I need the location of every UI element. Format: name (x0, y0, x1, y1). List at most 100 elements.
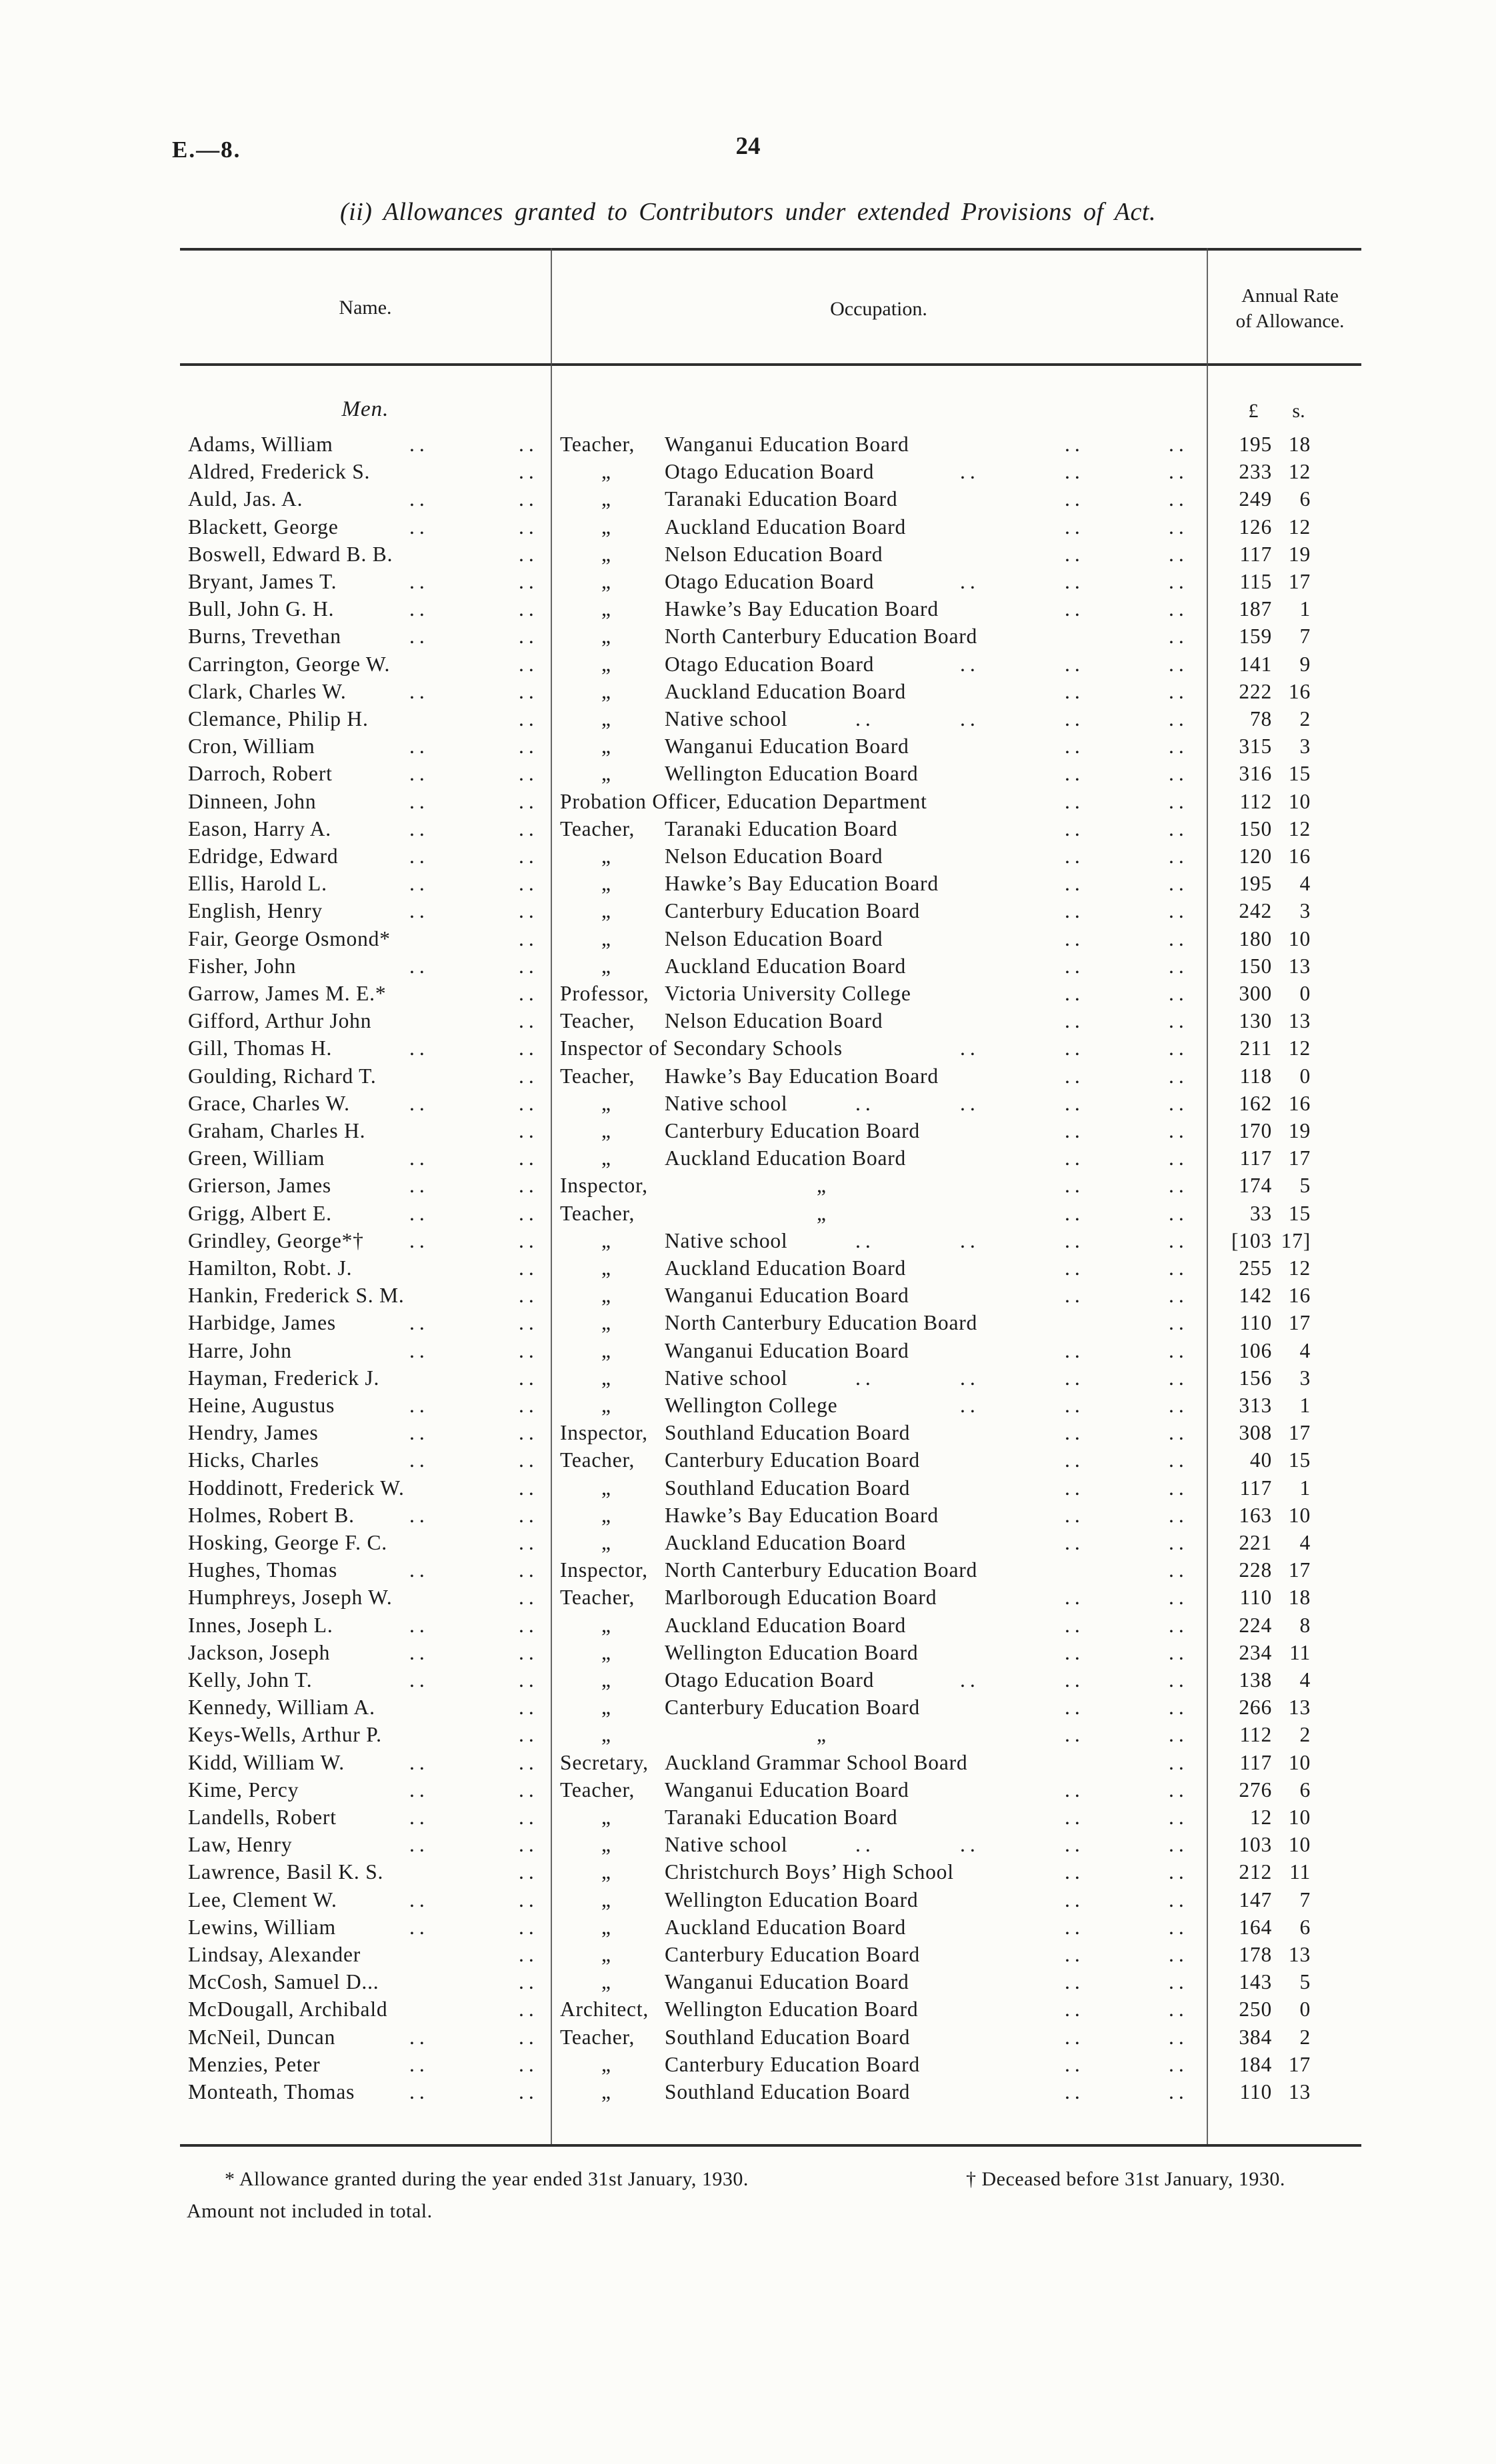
leader-dots: .. (1065, 1640, 1085, 1664)
ditto-mark: „ (601, 1091, 611, 1115)
ditto-mark: „ (601, 597, 611, 621)
leader-dots: .. (519, 597, 539, 621)
leader-dots: .. (1169, 624, 1189, 648)
leader-dots: .. (519, 789, 539, 813)
section-title: (ii) Allowances granted to Contributors … (340, 198, 1156, 226)
amount-shillings: 13 (1288, 2080, 1311, 2103)
leader-dots: .. (519, 1503, 539, 1527)
occupation-organisation: Wellington Education Board (665, 762, 919, 786)
shillings-symbol: s. (1292, 400, 1305, 422)
amount-pounds: 117 (1239, 1146, 1272, 1170)
contributor-name: Law, Henry (188, 1833, 293, 1857)
leader-dots: .. (1065, 1833, 1085, 1857)
ditto-mark: „ (601, 1723, 611, 1747)
leader-dots: .. (409, 1833, 429, 1857)
table-row: Bull, John G. H..... „ Hawke’s Bay Educati… (0, 595, 1496, 623)
leader-dots: .. (1065, 1146, 1085, 1170)
leader-dots: .. (409, 1091, 429, 1115)
table-row: Green, William.... „ Auckland Education Bo… (0, 1144, 1496, 1172)
leader-dots: .. (960, 1833, 980, 1857)
ditto-mark: „ (601, 926, 611, 950)
contributor-name: McNeil, Duncan (188, 2025, 336, 2049)
occupation-organisation: Nelson Education Board (665, 542, 883, 566)
amount-pounds: 234 (1239, 1640, 1272, 1664)
leader-dots: .. (519, 679, 539, 703)
leader-dots: .. (960, 1228, 980, 1252)
contributor-name: Edridge, Edward (188, 844, 339, 868)
ditto-mark: „ (601, 1970, 611, 1994)
leader-dots: .. (1169, 487, 1189, 511)
leader-dots: .. (409, 1613, 429, 1637)
leader-dots: .. (409, 734, 429, 758)
leader-dots: .. (1065, 1366, 1085, 1390)
table-row: Grindley, George*†.... „ Native school....… (0, 1227, 1496, 1255)
leader-dots: .. (409, 433, 429, 456)
table-row: Landells, Robert.... „ Taranaki Education … (0, 1804, 1496, 1832)
amount-pounds: 242 (1239, 899, 1272, 923)
amount-shillings: 13 (1288, 1696, 1311, 1720)
leader-dots: .. (1169, 1696, 1189, 1720)
table-row: Law, Henry.... „ Native school........ 103 1… (0, 1831, 1496, 1859)
leader-dots: .. (519, 1970, 539, 1994)
contributor-name: Hicks, Charles (188, 1448, 319, 1472)
table-row: Edridge, Edward.... „ Nelson Education Boa… (0, 842, 1496, 870)
amount-pounds: 110 (1239, 1311, 1272, 1335)
ditto-mark: „ (601, 1284, 611, 1308)
leader-dots: .. (1169, 1723, 1189, 1747)
leader-dots: .. (519, 1833, 539, 1857)
amount-pounds: 249 (1239, 487, 1272, 511)
amount-pounds: 221 (1239, 1531, 1272, 1554)
table-row: English, Henry.... „ Canterbury Education … (0, 897, 1496, 925)
contributor-name: Kennedy, William A. (188, 1696, 375, 1720)
table-row: Fisher, John.... „ Auckland Education Boar… (0, 952, 1496, 980)
leader-dots: .. (1169, 1915, 1189, 1939)
ditto-mark: „ (601, 1394, 611, 1417)
amount-pounds: 118 (1239, 1064, 1272, 1088)
amount-pounds: 142 (1239, 1284, 1272, 1308)
leader-dots: .. (409, 1146, 429, 1170)
occupation-organisation: Marlborough Education Board (665, 1586, 937, 1610)
leader-dots: .. (519, 1860, 539, 1884)
amount-shillings: 6 (1299, 1915, 1311, 1939)
contributor-name: Fisher, John (188, 954, 297, 978)
occupation-organisation: Wanganui Education Board (665, 1778, 909, 1802)
amount-pounds: 187 (1239, 597, 1272, 621)
leader-dots: .. (960, 1366, 980, 1390)
leader-dots: .. (409, 2080, 429, 2103)
leader-dots: .. (1065, 597, 1085, 621)
leader-dots: .. (519, 1640, 539, 1664)
leader-dots: .. (1169, 1009, 1189, 1033)
occupation-organisation: Hawke’s Bay Education Board (665, 872, 939, 896)
amount-shillings: 9 (1299, 652, 1311, 676)
occupation-organisation: Wellington Education Board (665, 1640, 919, 1664)
leader-dots: .. (519, 1421, 539, 1445)
amount-pounds: 180 (1239, 926, 1272, 950)
amount-shillings: 3 (1299, 899, 1311, 923)
leader-dots: .. (519, 1586, 539, 1610)
leader-dots: .. (519, 624, 539, 648)
leader-dots: .. (1169, 542, 1189, 566)
leader-dots: .. (409, 597, 429, 621)
leader-dots: .. (1065, 1503, 1085, 1527)
leader-dots: .. (519, 460, 539, 484)
group-header-men: Men. (341, 397, 389, 421)
table-row: Lee, Clement W..... „ Wellington Education… (0, 1886, 1496, 1914)
leader-dots: .. (1169, 515, 1189, 539)
table-row: Gifford, Arthur John.. Teacher, Nelson Edu… (0, 1007, 1496, 1035)
amount-shillings: 3 (1299, 1366, 1311, 1390)
amount-shillings: 7 (1299, 624, 1311, 648)
leader-dots: .. (1169, 570, 1189, 593)
amount-shillings: 6 (1299, 487, 1311, 511)
leader-dots: .. (519, 1558, 539, 1582)
leader-dots: .. (1065, 926, 1085, 950)
table-bottom-rule (180, 2144, 1361, 2147)
amount-pounds: 110 (1239, 2080, 1272, 2103)
leader-dots: .. (960, 707, 980, 730)
leader-dots: .. (1065, 1586, 1085, 1610)
occupation-organisation: Wellington Education Board (665, 1887, 919, 1911)
contributor-name: Jackson, Joseph (188, 1640, 331, 1664)
amount-pounds: 255 (1239, 1256, 1272, 1280)
leader-dots: .. (519, 487, 539, 511)
occupation-role: Teacher, (560, 1064, 635, 1088)
ditto-mark: „ (601, 1256, 611, 1280)
